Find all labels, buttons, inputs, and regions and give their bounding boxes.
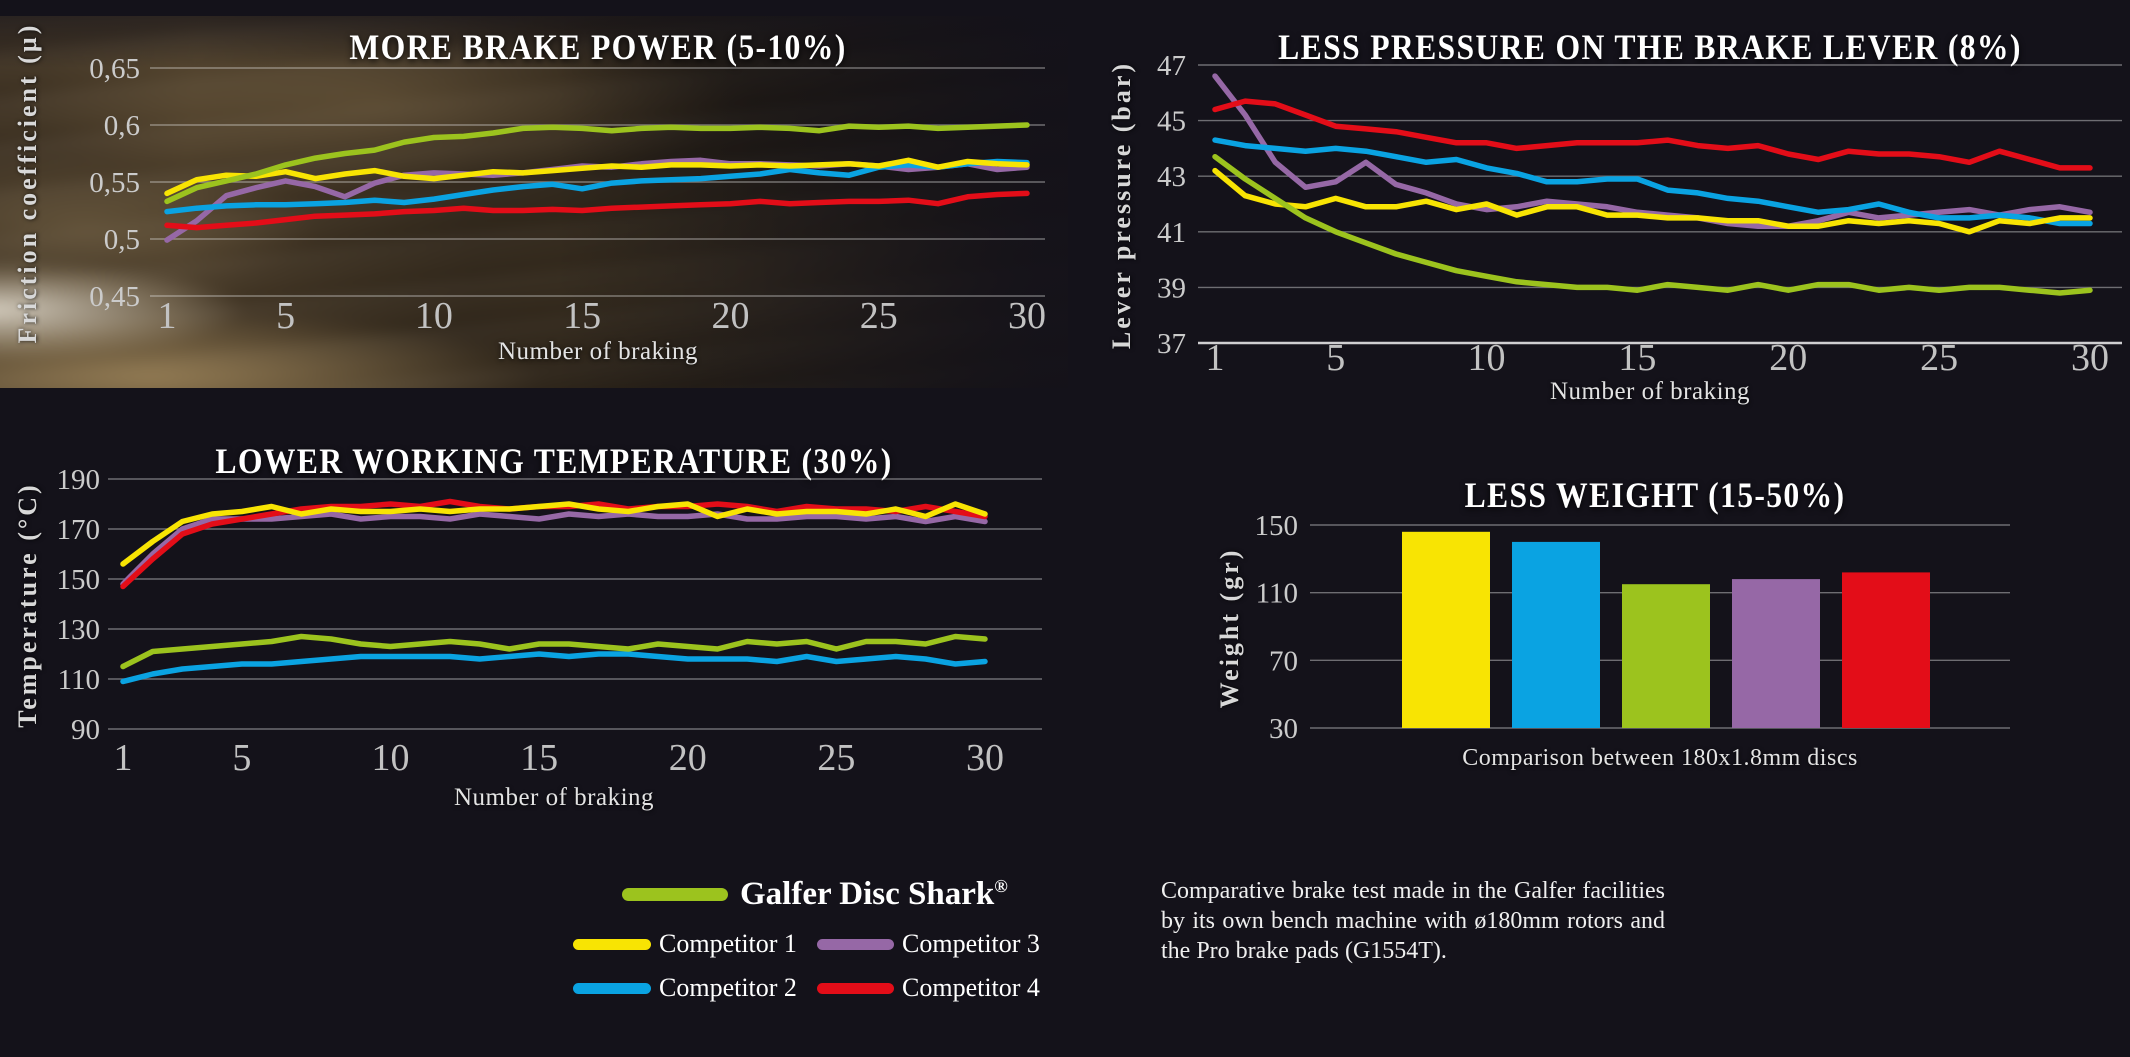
bar-competitor-2 <box>1512 541 1600 728</box>
x-tick-label: 1 <box>1206 337 1225 379</box>
legend-item-galfer: Galfer Disc Shark® <box>622 872 1008 916</box>
x-tick-label: 10 <box>1468 337 1506 379</box>
competitor4-label: Competitor 4 <box>902 973 1040 1002</box>
y-tick-label: 110 <box>1256 578 1298 610</box>
y-tick-label: 0,55 <box>89 167 140 199</box>
competitor4-line-swatch <box>817 982 894 994</box>
bar-competitor-3 <box>1732 579 1820 728</box>
y-tick-label: 30 <box>1269 713 1298 745</box>
x-tick-label: 25 <box>1920 337 1958 379</box>
x-tick-label: 15 <box>1618 337 1656 379</box>
x-tick-label: 1 <box>158 295 177 337</box>
galfer-line-swatch <box>622 887 728 901</box>
chart-title: LESS WEIGHT (15-50%) <box>1464 475 1846 515</box>
x-tick-label: 5 <box>232 737 251 779</box>
bar-competitor-1 <box>1402 531 1490 728</box>
x-axis-label: Number of braking <box>497 338 699 365</box>
chart-title: LOWER WORKING TEMPERATURE (30%) <box>215 441 893 481</box>
y-tick-label: 0,5 <box>104 224 140 256</box>
series-galfer-disc-shark <box>164 122 1030 205</box>
competitor1-label: Competitor 1 <box>659 929 797 958</box>
footnote: Comparative brake test made in the Galfe… <box>1161 878 1665 964</box>
legend-item-competitor-1: Competitor 1 <box>573 928 797 960</box>
series-competitor-2 <box>1212 137 2093 227</box>
chart-title: LESS PRESSURE ON THE BRAKE LEVER (8%) <box>1278 27 2022 67</box>
competitor3-line-swatch <box>817 938 894 950</box>
y-tick-label: 47 <box>1157 50 1186 82</box>
x-tick-label: 30 <box>1008 295 1046 337</box>
x-axis-label: Number of braking <box>453 784 655 811</box>
x-tick-label: 25 <box>860 295 898 337</box>
x-tick-label: 20 <box>669 737 707 779</box>
y-tick-label: 0,65 <box>89 53 140 85</box>
y-tick-label: 45 <box>1157 106 1186 138</box>
series-competitor-3 <box>120 511 988 587</box>
series-galfer-disc-shark <box>120 633 988 670</box>
galfer-label: Galfer Disc Shark® <box>740 876 1008 913</box>
legend-item-competitor-3: Competitor 3 <box>817 928 1040 960</box>
legend-item-competitor-4: Competitor 4 <box>817 972 1040 1004</box>
legend-item-competitor-2: Competitor 2 <box>573 972 797 1004</box>
brake-power-plot: 0,450,50,550,60,651 5 10 15 20 25 30 <box>89 53 1046 337</box>
y-tick-label: 0,45 <box>89 281 140 313</box>
x-tick-label: 15 <box>563 295 601 337</box>
x-tick-label: 5 <box>1326 337 1345 379</box>
x-tick-label: 25 <box>817 737 855 779</box>
chart-title: MORE BRAKE POWER (5-10%) <box>349 27 847 67</box>
x-tick-label: 10 <box>372 737 410 779</box>
series-competitor-4 <box>164 190 1030 231</box>
y-tick-label: 190 <box>57 464 101 496</box>
weight-plot: 30 70 110 150 <box>1255 510 2010 745</box>
y-tick-label: 70 <box>1269 645 1298 677</box>
series-competitor-1 <box>120 501 988 567</box>
y-tick-label: 90 <box>71 714 100 746</box>
registered-mark: ® <box>994 875 1008 896</box>
x-tick-label: 30 <box>2071 337 2109 379</box>
y-tick-label: 43 <box>1157 161 1186 193</box>
x-axis-label: Number of braking <box>1549 378 1751 405</box>
galfer-label-text: Galfer Disc Shark <box>740 875 995 912</box>
competitor2-line-swatch <box>573 982 651 994</box>
bar-competitor-4 <box>1842 572 1930 728</box>
x-tick-label: 1 <box>114 737 133 779</box>
y-tick-label: 41 <box>1157 217 1186 249</box>
y-tick-label: 150 <box>1255 510 1299 542</box>
bar-galfer-disc-shark <box>1622 584 1710 728</box>
y-tick-label: 110 <box>58 664 100 696</box>
x-tick-label: 10 <box>415 295 453 337</box>
series-competitor-4 <box>1212 98 2093 171</box>
competitor2-label: Competitor 2 <box>659 973 797 1002</box>
y-tick-label: 0,6 <box>104 110 140 142</box>
y-tick-label: 37 <box>1157 328 1186 360</box>
series-competitor-2 <box>120 651 988 685</box>
y-tick-label: 150 <box>57 564 101 596</box>
x-axis-caption: Comparison between 180x1.8mm discs <box>1462 745 1858 771</box>
x-tick-label: 15 <box>520 737 558 779</box>
series-competitor-1 <box>164 157 1030 197</box>
y-tick-label: 130 <box>57 614 101 646</box>
x-tick-label: 20 <box>1769 337 1807 379</box>
series-competitor-1 <box>1212 167 2093 235</box>
y-tick-label: 39 <box>1157 272 1186 304</box>
x-tick-label: 30 <box>966 737 1004 779</box>
competitor3-label: Competitor 3 <box>902 929 1040 958</box>
x-tick-label: 5 <box>276 295 295 337</box>
competitor1-line-swatch <box>573 938 651 950</box>
series-competitor-3 <box>1212 73 2093 229</box>
series-galfer-disc-shark <box>1212 153 2093 296</box>
x-tick-label: 20 <box>711 295 749 337</box>
y-tick-label: 170 <box>57 514 101 546</box>
